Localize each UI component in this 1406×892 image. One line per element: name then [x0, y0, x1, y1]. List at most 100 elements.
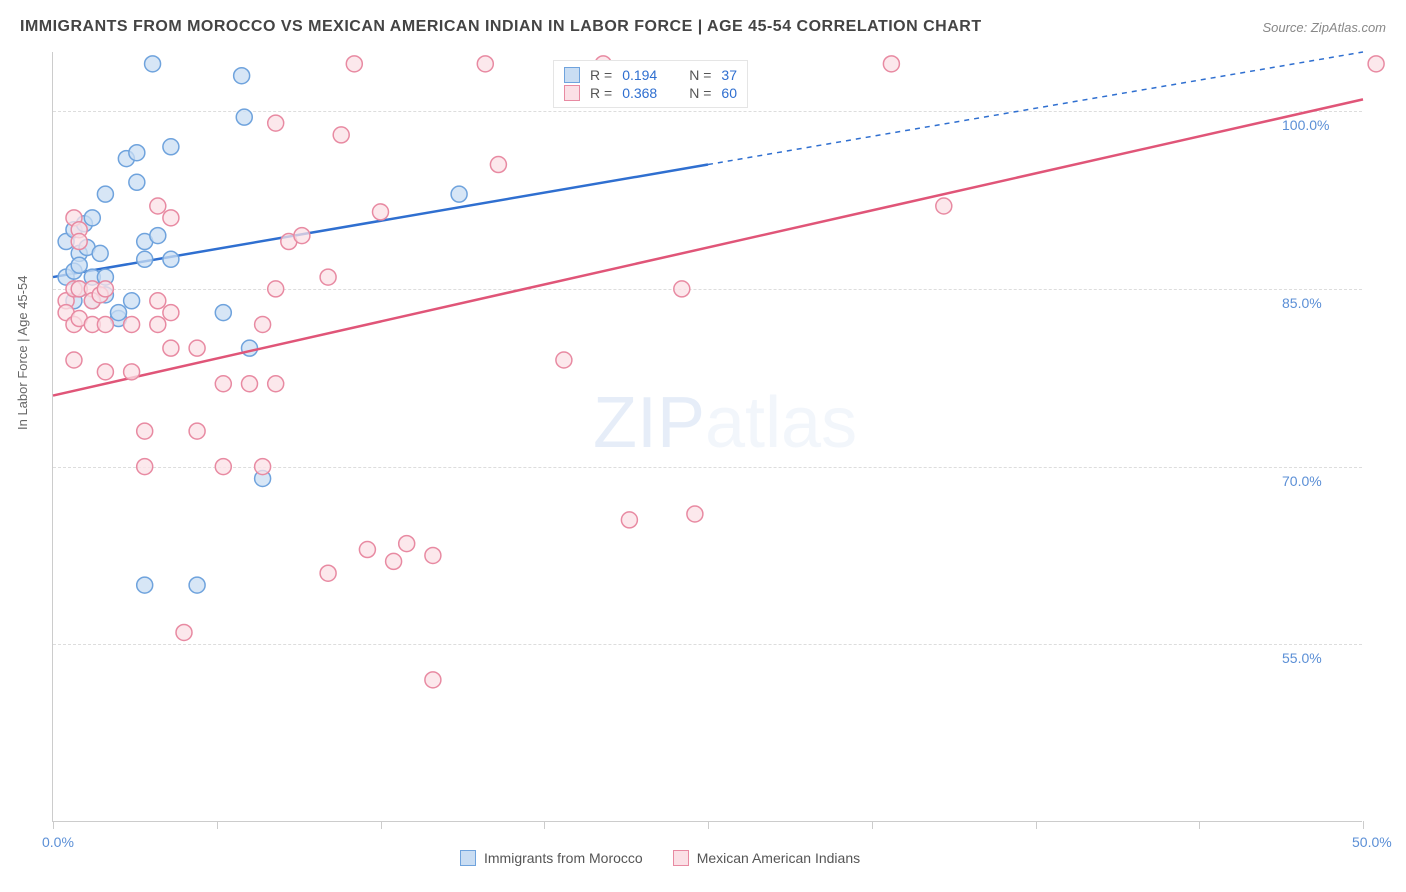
y-axis-label: In Labor Force | Age 45-54	[15, 276, 30, 430]
data-point	[97, 186, 113, 202]
data-point	[425, 547, 441, 563]
regression-line-extrapolated	[708, 52, 1363, 165]
r-value: 0.368	[622, 85, 657, 101]
data-point	[163, 251, 179, 267]
y-tick-label: 55.0%	[1282, 650, 1322, 666]
data-point	[215, 376, 231, 392]
data-point	[359, 542, 375, 558]
data-point	[490, 157, 506, 173]
r-value: 0.194	[622, 67, 657, 83]
x-tick	[53, 821, 54, 829]
data-point	[137, 423, 153, 439]
data-point	[129, 145, 145, 161]
data-point	[66, 352, 82, 368]
data-point	[124, 293, 140, 309]
n-value: 37	[721, 67, 737, 83]
x-tick	[217, 821, 218, 829]
legend-label: Immigrants from Morocco	[484, 850, 643, 866]
source-attribution: Source: ZipAtlas.com	[1262, 20, 1386, 35]
legend-swatch	[564, 85, 580, 101]
data-point	[129, 174, 145, 190]
n-value: 60	[721, 85, 737, 101]
data-point	[268, 115, 284, 131]
data-point	[189, 423, 205, 439]
chart-plot-area: ZIPatlas R =0.194N =37R =0.368N =60	[52, 52, 1362, 822]
data-point	[176, 624, 192, 640]
data-point	[268, 376, 284, 392]
data-point	[346, 56, 362, 72]
data-point	[150, 316, 166, 332]
data-point	[97, 364, 113, 380]
data-point	[320, 565, 336, 581]
data-point	[687, 506, 703, 522]
x-tick-label: 50.0%	[1352, 834, 1392, 850]
data-point	[84, 210, 100, 226]
data-point	[294, 228, 310, 244]
data-point	[111, 305, 127, 321]
data-point	[97, 281, 113, 297]
data-point	[936, 198, 952, 214]
data-point	[477, 56, 493, 72]
legend-swatch	[673, 850, 689, 866]
data-point	[163, 340, 179, 356]
r-label: R =	[590, 67, 612, 83]
n-label: N =	[689, 85, 711, 101]
data-point	[234, 68, 250, 84]
data-point	[145, 56, 161, 72]
legend-swatch	[564, 67, 580, 83]
correlation-legend: R = 0.194 N = 37 R = 0.368 N = 60	[553, 60, 748, 108]
y-tick-label: 70.0%	[1282, 473, 1322, 489]
x-tick	[708, 821, 709, 829]
series-legend: Immigrants from Morocco Mexican American …	[460, 850, 860, 866]
data-point	[425, 672, 441, 688]
data-point	[333, 127, 349, 143]
x-tick	[381, 821, 382, 829]
x-tick-label: 0.0%	[42, 834, 74, 850]
data-point	[883, 56, 899, 72]
x-tick	[872, 821, 873, 829]
data-point	[150, 228, 166, 244]
data-point	[215, 459, 231, 475]
data-point	[92, 245, 108, 261]
data-point	[137, 251, 153, 267]
scatter-plot-svg	[53, 52, 1363, 822]
legend-item: Mexican American Indians	[673, 850, 860, 866]
x-tick	[1363, 821, 1364, 829]
x-tick	[1199, 821, 1200, 829]
data-point	[320, 269, 336, 285]
data-point	[242, 340, 258, 356]
legend-stat-row: R = 0.368 N = 60	[564, 85, 737, 101]
data-point	[163, 139, 179, 155]
data-point	[189, 340, 205, 356]
data-point	[386, 553, 402, 569]
data-point	[97, 316, 113, 332]
data-point	[1368, 56, 1384, 72]
data-point	[137, 577, 153, 593]
n-label: N =	[689, 67, 711, 83]
data-point	[215, 305, 231, 321]
data-point	[163, 305, 179, 321]
legend-item: Immigrants from Morocco	[460, 850, 643, 866]
r-label: R =	[590, 85, 612, 101]
data-point	[71, 257, 87, 273]
legend-swatch	[460, 850, 476, 866]
data-point	[399, 536, 415, 552]
data-point	[255, 459, 271, 475]
data-point	[71, 234, 87, 250]
y-tick-label: 100.0%	[1282, 117, 1329, 133]
data-point	[451, 186, 467, 202]
chart-header: IMMIGRANTS FROM MOROCCO VS MEXICAN AMERI…	[20, 18, 1386, 36]
data-point	[137, 459, 153, 475]
data-point	[189, 577, 205, 593]
data-point	[124, 316, 140, 332]
x-tick	[544, 821, 545, 829]
data-point	[150, 293, 166, 309]
data-point	[236, 109, 252, 125]
data-point	[674, 281, 690, 297]
chart-title: IMMIGRANTS FROM MOROCCO VS MEXICAN AMERI…	[20, 18, 982, 36]
data-point	[556, 352, 572, 368]
legend-label: Mexican American Indians	[697, 850, 860, 866]
data-point	[242, 376, 258, 392]
data-point	[124, 364, 140, 380]
data-point	[150, 198, 166, 214]
